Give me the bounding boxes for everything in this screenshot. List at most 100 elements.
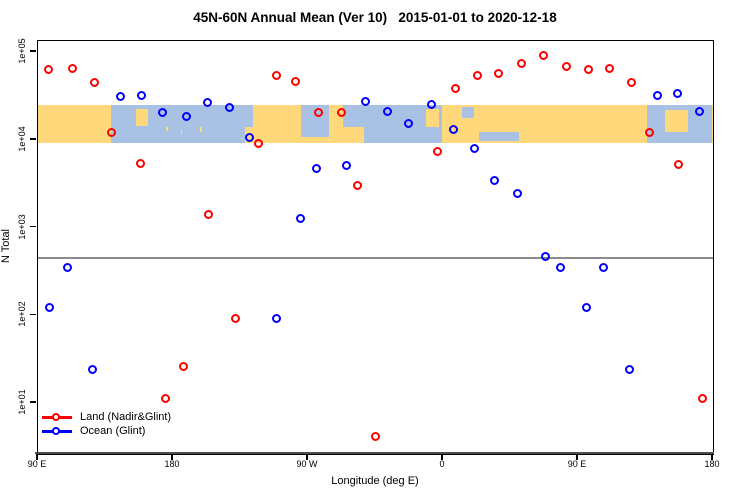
- legend-label-land: Land (Nadir&Glint): [80, 411, 172, 423]
- y-axis-tick: [30, 50, 36, 52]
- land-data-point: [179, 361, 189, 371]
- y-axis-title: N Total: [0, 228, 12, 264]
- ocean-data-point: [625, 364, 635, 374]
- ocean-data-point: [448, 124, 458, 134]
- land-data-point: [583, 65, 593, 75]
- ocean-data-point: [382, 106, 392, 116]
- ocean-data-point: [513, 189, 523, 199]
- map-band-land-patch: [180, 129, 183, 134]
- land-data-point: [451, 83, 461, 93]
- land-data-point: [698, 394, 708, 404]
- land-data-point: [538, 51, 548, 61]
- ocean-data-point: [490, 175, 500, 185]
- land-data-point: [645, 127, 655, 137]
- map-band-ocean-segment: [111, 104, 245, 143]
- land-data-point: [432, 147, 442, 157]
- ocean-data-point: [361, 96, 371, 106]
- land-data-point: [254, 139, 264, 149]
- land-data-point: [231, 314, 241, 324]
- map-band-ocean-segment: [479, 131, 520, 142]
- x-axis-tick: [576, 454, 578, 460]
- y-axis-tick: [30, 225, 36, 228]
- ocean-data-point: [88, 364, 98, 374]
- y-axis-tick: [30, 138, 36, 140]
- land-data-point: [107, 127, 117, 137]
- land-data-point: [516, 58, 526, 68]
- map-band-land-patch: [165, 126, 168, 132]
- ocean-data-point: [312, 163, 322, 173]
- land-series-symbol-icon: [42, 412, 72, 422]
- map-band-land-patch: [342, 127, 364, 143]
- land-data-point: [67, 64, 77, 74]
- map-band-land-patch: [200, 127, 202, 132]
- ocean-data-point: [582, 303, 592, 313]
- x-axis-tick-label: 180: [704, 459, 720, 469]
- legend-label-ocean: Ocean (Glint): [80, 425, 146, 437]
- land-data-point: [627, 77, 637, 87]
- land-data-point: [204, 209, 214, 219]
- x-axis-tick-label: 90 W: [296, 459, 318, 469]
- x-axis-tick: [36, 454, 38, 460]
- ocean-data-point: [115, 91, 125, 101]
- y-axis-tick: [30, 401, 36, 403]
- land-data-point: [90, 77, 100, 87]
- ocean-data-point: [469, 143, 479, 153]
- ocean-data-point: [404, 119, 414, 129]
- map-band-ocean-segment: [245, 104, 253, 128]
- ocean-data-point: [244, 132, 254, 142]
- map-band-land-patch: [665, 110, 688, 132]
- plot-area: Land (Nadir&Glint) Ocean (Glint): [37, 40, 714, 455]
- land-data-point: [314, 108, 324, 118]
- x-axis-tick: [711, 454, 713, 460]
- ocean-data-point: [672, 89, 682, 99]
- ocean-data-point: [695, 106, 705, 116]
- y-axis-tick: [30, 313, 36, 315]
- ocean-data-point: [599, 262, 609, 272]
- land-data-point: [291, 76, 301, 86]
- land-data-point: [472, 71, 482, 81]
- land-data-point: [674, 159, 684, 169]
- x-axis-tick-label: 90 E: [567, 459, 587, 469]
- chart-title: 45N-60N Annual Mean (Ver 10) 2015-01-01 …: [193, 10, 557, 25]
- land-data-point: [494, 69, 504, 79]
- x-axis-line: [35, 452, 714, 454]
- land-data-point: [605, 63, 615, 73]
- legend: Land (Nadir&Glint) Ocean (Glint): [42, 410, 171, 438]
- ocean-data-point: [181, 112, 191, 122]
- land-data-point: [135, 159, 145, 169]
- y-axis-tick-label: 1e+01: [17, 389, 27, 415]
- ocean-data-point: [225, 103, 235, 113]
- ocean-data-point: [541, 251, 551, 261]
- reference-line: [38, 256, 713, 259]
- land-data-point: [352, 180, 362, 190]
- ocean-series-symbol-icon: [42, 426, 72, 436]
- ocean-data-point: [272, 313, 282, 323]
- ocean-data-point: [157, 108, 167, 118]
- land-data-point: [337, 108, 347, 118]
- ocean-data-point: [63, 262, 73, 272]
- x-axis-tick-label: 180: [164, 459, 180, 469]
- y-axis-tick-label: 1e+02: [17, 301, 27, 327]
- ocean-data-point: [202, 98, 212, 108]
- x-axis-title: Longitude (deg E): [331, 475, 419, 487]
- ocean-data-point: [136, 90, 146, 100]
- ocean-data-point: [341, 161, 351, 171]
- ocean-data-point: [296, 214, 306, 224]
- map-band-land-patch: [135, 109, 148, 126]
- x-axis-tick-label: 90 E: [27, 459, 47, 469]
- land-data-point: [160, 394, 170, 404]
- land-data-point: [44, 65, 54, 75]
- y-axis-tick-label: 1e+03: [17, 213, 27, 240]
- x-axis-tick: [306, 454, 308, 460]
- legend-item-ocean: Ocean (Glint): [42, 424, 171, 438]
- map-band-ocean-segment: [462, 106, 475, 118]
- x-axis-tick: [171, 454, 173, 460]
- land-data-point: [272, 70, 282, 80]
- legend-item-land: Land (Nadir&Glint): [42, 410, 171, 424]
- land-data-point: [371, 432, 381, 442]
- ocean-data-point: [652, 90, 662, 100]
- ocean-data-point: [426, 99, 436, 109]
- y-axis-tick-label: 1e+05: [17, 38, 27, 64]
- ocean-data-point: [44, 303, 54, 313]
